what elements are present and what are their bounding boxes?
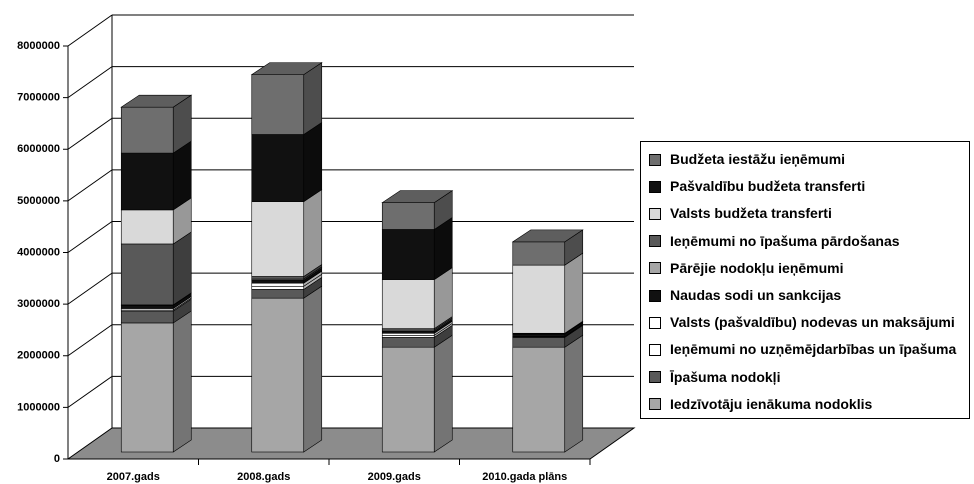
bar-segment	[512, 264, 566, 334]
bar-segment	[512, 346, 566, 453]
bar-segment	[381, 330, 435, 334]
grid-line	[67, 117, 113, 150]
bar-top	[250, 62, 323, 75]
bar-segment	[120, 305, 174, 309]
bar-segment	[251, 282, 305, 287]
bar-side	[172, 310, 192, 453]
bar-side	[172, 231, 192, 306]
legend-item: Ieņēmumi no uzņēmējdarbības un īpašuma	[649, 336, 963, 363]
bar-side	[564, 252, 584, 334]
legend-label: Valsts budžeta transferti	[670, 205, 832, 222]
legend-item: Ieņēmumi no īpašuma pārdošanas	[649, 228, 963, 255]
legend-swatch	[649, 235, 661, 248]
grid-line	[67, 272, 113, 305]
bar-segment	[251, 285, 305, 290]
bar-segment	[381, 335, 435, 338]
legend-swatch	[649, 262, 661, 275]
grid-line	[67, 14, 113, 47]
legend-item: Iedzīvotāju ienākuma nodoklis	[649, 391, 963, 418]
bar-segment	[251, 201, 305, 277]
y-tick-label: 3000000	[17, 298, 60, 310]
legend-label: Naudas sodi un sankcijas	[670, 287, 842, 304]
bar-segment	[120, 106, 174, 154]
bar-side	[303, 189, 323, 278]
legend-swatch	[649, 398, 661, 411]
legend-label: Ieņēmumi no īpašuma pārdošanas	[670, 232, 900, 249]
bar-segment	[512, 241, 566, 266]
bar-segment	[251, 289, 305, 299]
bar-segment	[251, 297, 305, 453]
x-tick-label: 2008.gads	[237, 471, 290, 483]
bar-segment	[251, 279, 305, 284]
grid-line	[67, 375, 113, 408]
legend-swatch	[649, 207, 661, 220]
y-tick-label: 0	[54, 453, 60, 465]
chart: 0 1000000 2000000 3000000 4000000 5000000 6000…	[17, 14, 636, 483]
legend-swatch	[649, 316, 661, 329]
legend-item: Budžeta iestāžu ieņēmumi	[649, 146, 963, 173]
bar-side	[303, 121, 323, 203]
bar-top	[381, 190, 454, 203]
legend-swatch	[649, 371, 661, 384]
legend-label: Iedzīvotāju ienākuma nodoklis	[670, 395, 873, 412]
bar-segment	[512, 333, 566, 337]
bar-segment	[512, 337, 566, 348]
bar-segment	[120, 243, 174, 306]
grid-line	[67, 66, 113, 99]
bar-top	[120, 94, 193, 108]
legend-item: Valsts (pašvaldību) nodevas un maksājumi	[649, 309, 963, 336]
bar-top	[511, 229, 584, 243]
legend-item: Pārējie nodokļu ieņēmumi	[649, 255, 963, 282]
bar-segment	[251, 134, 305, 202]
bar-segment	[251, 74, 305, 135]
x-tick-label: 2010.gada plāns	[482, 471, 567, 483]
bar-segment	[120, 310, 174, 324]
legend-item: Valsts budžeta transferti	[649, 200, 963, 227]
bar-segment	[120, 152, 174, 211]
bar-segment	[381, 229, 435, 280]
bar-side	[303, 62, 323, 136]
legend-swatch	[649, 289, 661, 302]
legend-label: Īpašuma nodokļi	[670, 368, 781, 385]
bar-side	[303, 285, 323, 453]
legend-swatch	[649, 343, 661, 356]
legend-label: Valsts (pašvaldību) nodevas un maksājumi	[670, 314, 955, 331]
bar-segment	[381, 332, 435, 336]
y-tick-label: 1000000	[17, 401, 60, 413]
legend-label: Ieņēmumi no uzņēmējdarbības un īpašuma	[670, 341, 957, 358]
legend: Budžeta iestāžu ieņēmumi Pašvaldību budže…	[640, 141, 970, 419]
bar-side	[433, 334, 453, 453]
legend-item: Naudas sodi un sankcijas	[649, 282, 963, 309]
bar-side	[564, 334, 584, 453]
bar-segment	[251, 276, 305, 280]
legend-swatch	[649, 180, 661, 193]
grid-line	[67, 169, 113, 202]
x-tick-label: 2009.gads	[368, 471, 421, 483]
y-tick-label: 6000000	[17, 143, 60, 155]
legend-label: Budžeta iestāžu ieņēmumi	[670, 151, 846, 168]
grid-line	[67, 221, 113, 253]
y-tick-label: 5000000	[17, 195, 60, 207]
legend-label: Pašvaldību budžeta transferti	[670, 178, 866, 195]
y-tick-label: 2000000	[17, 350, 60, 362]
x-tick-label: 2007.gads	[107, 471, 160, 483]
legend-label: Pārējie nodokļu ieņēmumi	[670, 259, 844, 276]
y-tick-label: 4000000	[17, 246, 60, 258]
bar-segment	[120, 209, 174, 245]
y-tick-label: 8000000	[17, 40, 60, 52]
bar-segment	[381, 346, 435, 453]
legend-item: Pašvaldību budžeta transferti	[649, 173, 963, 200]
bar-segment	[120, 322, 174, 453]
bar-segment	[381, 202, 435, 230]
bar-segment	[381, 337, 435, 348]
grid-line	[67, 324, 113, 357]
y-tick-label: 7000000	[17, 92, 60, 104]
legend-item: Īpašuma nodokļi	[649, 364, 963, 391]
bar-segment	[381, 279, 435, 329]
legend-swatch	[649, 153, 661, 166]
